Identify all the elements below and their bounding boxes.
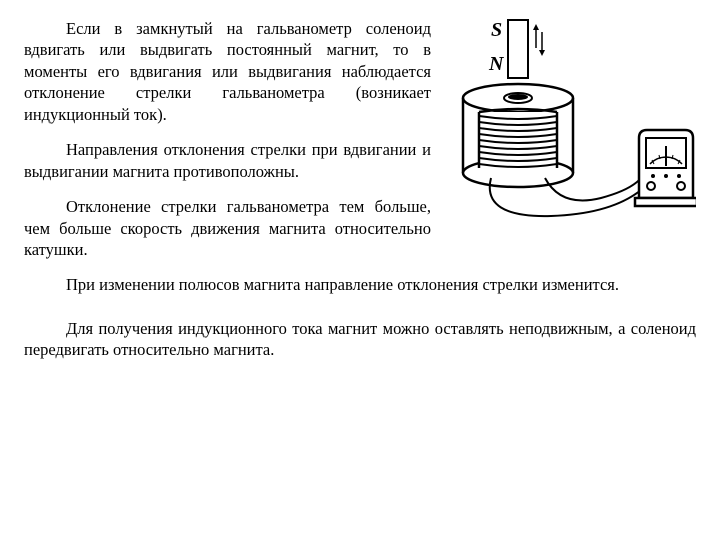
magnet: S N: [488, 19, 545, 78]
experiment-figure: S N: [441, 18, 696, 248]
paragraph-5: Для получения индукционного тока магнит …: [24, 318, 696, 361]
paragraph-4: При изменении полюсов магнита направлени…: [24, 274, 696, 295]
magnet-label-s: S: [491, 19, 502, 41]
solenoid-coil: [463, 84, 573, 187]
galvanometer: [635, 130, 696, 206]
magnet-label-n: N: [488, 53, 505, 75]
